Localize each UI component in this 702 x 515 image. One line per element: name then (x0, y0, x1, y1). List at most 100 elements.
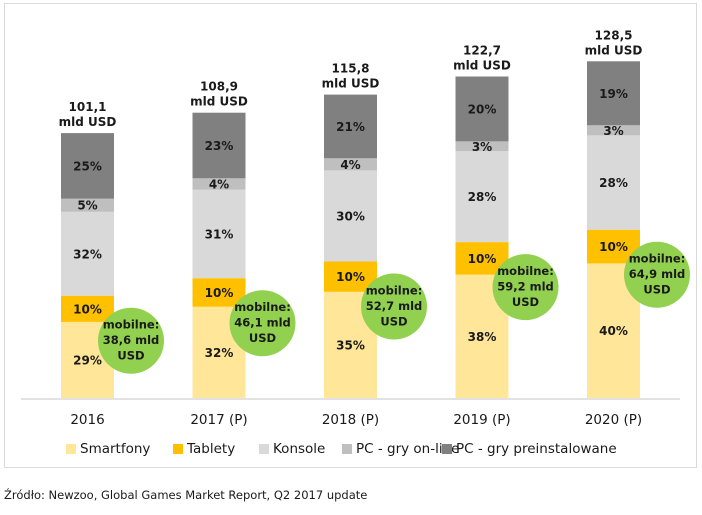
mobile-callout-text: USD (512, 295, 539, 309)
total-unit-label: mld USD (190, 95, 248, 109)
total-value-label: 108,9 (200, 80, 238, 94)
bar-group: 32% 10% 31% 4% 23% (192, 112, 246, 398)
bar-segment-pc-gry-preinstalowane (61, 133, 114, 199)
mobile-callout: mobilne:52,7 mld USD (361, 273, 427, 340)
segment-label: 30% (336, 210, 365, 224)
segment-label: 28% (599, 176, 628, 190)
total-value-label: 115,8 (332, 62, 370, 76)
segment-label: 21% (336, 120, 365, 134)
bar-segment-konsole (61, 211, 114, 296)
legend-label: PC - gry on-line (356, 441, 460, 457)
x-tick-labels: 2016 2017 (P) 2018 (P) 2019 (P) 2020 (P) (70, 412, 642, 428)
segment-label: 31% (205, 227, 234, 241)
mobile-callout-circle (229, 290, 296, 357)
mobile-callout-text: mobilne: (103, 318, 160, 332)
mobile-callout: mobilne:38,6 mld USD (98, 307, 164, 374)
mobile-callout-text: USD (380, 315, 407, 329)
total-unit-label: mld USD (59, 115, 117, 129)
mobile-callout-text: USD (249, 331, 276, 345)
legend-swatch (442, 444, 452, 454)
segment-label: 23% (205, 139, 234, 153)
x-tick-label: 2016 (70, 412, 104, 428)
segment-label: 35% (336, 338, 365, 352)
mobile-callout-text: USD (643, 283, 670, 297)
segment-label: 32% (73, 247, 102, 261)
segment-label: 4% (340, 158, 360, 172)
source-note: Źródło: Newzoo, Global Games Market Repo… (4, 488, 368, 502)
legend-swatch (66, 444, 76, 454)
mobile-callout-text: mobilne: (366, 284, 423, 298)
legend: Smartfony Tablety Konsole PC - gry on-line P… (0, 441, 702, 463)
mobile-callout-circle (361, 273, 427, 340)
segment-label: 3% (603, 124, 623, 138)
segment-label: 10% (336, 270, 365, 284)
legend-item: Konsole (259, 441, 325, 457)
segment-label: 5% (77, 199, 97, 213)
bar-segment-pc-gry-on-line (192, 178, 246, 190)
total-unit-label: mld USD (585, 43, 643, 57)
segment-label: 38% (468, 330, 497, 344)
legend-label: Tablety (187, 441, 236, 457)
segment-label: 20% (468, 103, 497, 117)
mobile-callout-text: 59,2 mld (497, 280, 554, 294)
legend-item: PC - gry preinstalowane (442, 441, 617, 457)
total-value-label: 101,1 (69, 100, 107, 114)
segment-label: 10% (468, 252, 497, 266)
mobile-callout-text: 52,7 mld (366, 299, 423, 313)
chart-frame (4, 3, 697, 468)
bar-segment-pc-gry-on-line (324, 158, 377, 171)
bar-group: 40% 10% 28% 3% 19% (587, 61, 640, 398)
segment-label: 10% (205, 286, 234, 300)
total-unit-label: mld USD (322, 77, 380, 91)
mobile-callout: mobilne:64,9 mld USD (624, 241, 690, 308)
bar-segment-tablety (61, 295, 114, 322)
legend-swatch (259, 444, 269, 454)
bar-segment-konsole (455, 151, 509, 243)
bar-segment-tablety (192, 278, 246, 307)
mobile-callout-text: 38,6 mld (103, 333, 160, 347)
bar-segment-pc-gry-on-line (455, 141, 509, 152)
legend-label: Smartfony (80, 441, 151, 457)
bar-segment-konsole (587, 135, 640, 230)
bar-segment-konsole (192, 189, 246, 279)
bar-segment-konsole (324, 170, 377, 262)
segment-label: 25% (73, 159, 102, 173)
segment-label: 28% (468, 190, 497, 204)
legend-item: Tablety (173, 441, 235, 457)
total-value-label: 122,7 (463, 44, 501, 58)
legend-swatch (342, 444, 352, 454)
x-tick-label: 2018 (P) (322, 412, 379, 428)
legend-label: Konsole (273, 441, 326, 457)
mobile-callout-circle (492, 254, 559, 321)
segment-label: 29% (73, 354, 102, 368)
bar-segment-pc-gry-preinstalowane (192, 112, 246, 179)
mobile-callout-text: 64,9 mld (629, 267, 686, 281)
mobile-callout-text: mobilne: (497, 264, 554, 278)
mobile-callout-text: 46,1 mld (234, 316, 291, 330)
bar-group: 29% 10% 32% 5% 25% (61, 133, 114, 398)
legend-item: PC - gry on-line (342, 441, 459, 457)
x-tick-label: 2019 (P) (453, 412, 510, 428)
bar-segment-pc-gry-preinstalowane (324, 94, 377, 159)
legend-label: PC - gry preinstalowane (456, 441, 617, 457)
legend-swatch (173, 444, 183, 454)
mobile-callout-circle (98, 307, 164, 374)
total-value-label: 128,5 (595, 28, 633, 42)
segment-label: 10% (73, 302, 102, 316)
segment-label: 4% (209, 178, 229, 192)
mobile-callout-text: mobilne: (629, 252, 686, 266)
bar-group: 35% 10% 30% 4% 21% (324, 94, 377, 398)
bar-segment-pc-gry-preinstalowane (587, 61, 640, 126)
segment-label: 19% (599, 87, 628, 101)
segment-label: 10% (599, 240, 628, 254)
mobile-callout-circle (624, 241, 690, 308)
total-unit-label: mld USD (453, 59, 511, 73)
mobile-callout-text: USD (117, 349, 144, 363)
bar-segment-pc-gry-preinstalowane (455, 76, 509, 142)
bar-group: 38% 10% 28% 3% 20% (455, 76, 509, 398)
x-tick-label: 2020 (P) (585, 412, 642, 428)
